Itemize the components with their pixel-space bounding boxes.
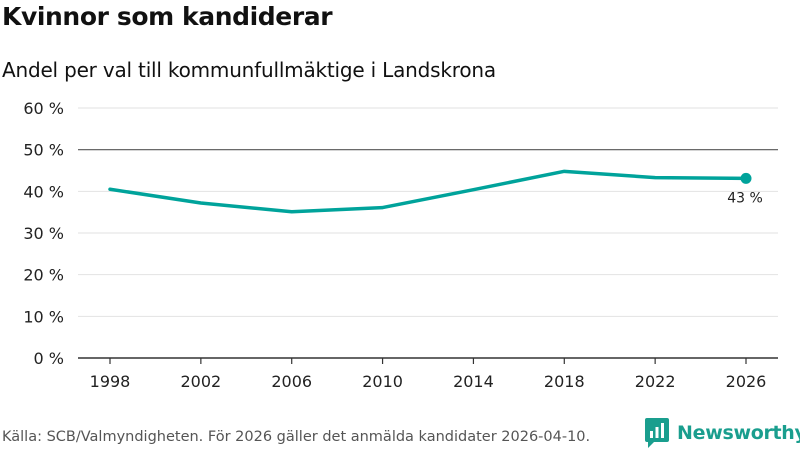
y-tick-label: 60 % bbox=[23, 99, 64, 118]
series-line bbox=[108, 169, 748, 214]
y-tick-label: 50 % bbox=[23, 141, 64, 160]
chart-subtitle: Andel per val till kommunfullmäktige i L… bbox=[2, 58, 496, 82]
y-tick-label: 10 % bbox=[23, 307, 64, 326]
chart-title: Kvinnor som kandiderar bbox=[2, 2, 333, 31]
x-tick-label: 2002 bbox=[180, 372, 221, 391]
brand-name: Newsworthy bbox=[677, 422, 800, 444]
x-tick-label: 2022 bbox=[635, 372, 676, 391]
line-chart: 0 % 10 % 20 % 30 % 40 % 50 % 60 % 1998 2002 2006 2… bbox=[23, 99, 778, 391]
y-tick-label: 20 % bbox=[23, 266, 64, 285]
x-tick-label: 2014 bbox=[453, 372, 494, 391]
x-tick-label: 2018 bbox=[544, 372, 585, 391]
newsworthy-logo-icon bbox=[645, 418, 669, 448]
x-tick-label: 2026 bbox=[726, 372, 767, 391]
y-tick-label: 40 % bbox=[23, 182, 64, 201]
y-tick-label: 0 % bbox=[34, 349, 64, 368]
source-note: Källa: SCB/Valmyndigheten. För 2026 gäll… bbox=[2, 429, 591, 445]
end-data-label: 43 % bbox=[727, 190, 763, 206]
x-tick-label: 1998 bbox=[90, 372, 131, 391]
x-tick-label: 2006 bbox=[271, 372, 312, 391]
x-tick-label: 2010 bbox=[362, 372, 403, 391]
end-point-marker bbox=[740, 172, 752, 184]
brand: Newsworthy bbox=[645, 418, 800, 448]
y-tick-label: 30 % bbox=[23, 224, 64, 243]
